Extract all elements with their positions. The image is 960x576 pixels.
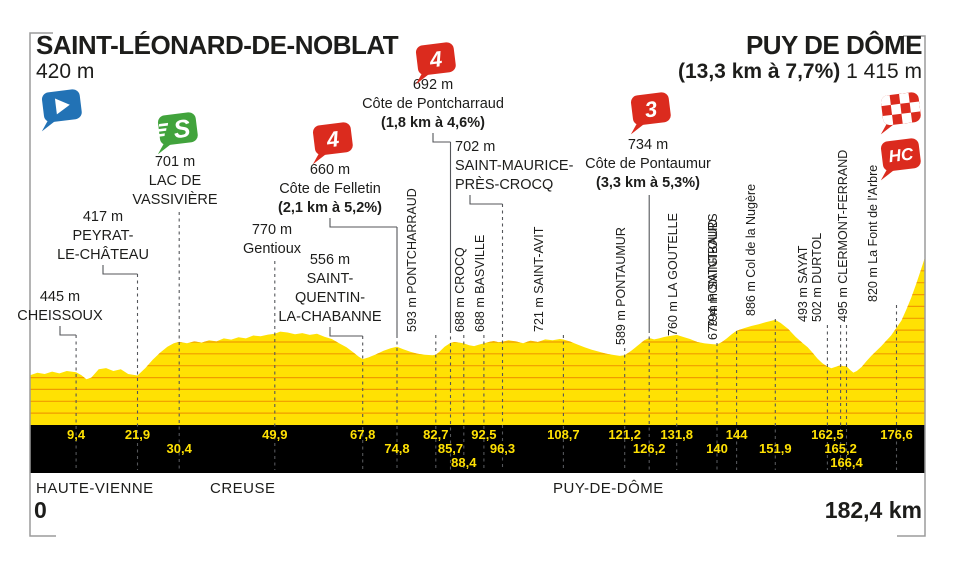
- waypoint-label-line: 770 m: [251, 222, 293, 238]
- km-label: 176,6: [880, 427, 913, 442]
- waypoint-label-line: 692 m: [412, 77, 454, 93]
- start-bracket: [29, 32, 56, 537]
- waypoint-label-line: QUENTIN-: [294, 290, 366, 306]
- waypoint-label-line: 701 m: [154, 154, 196, 170]
- hc-climb-icon: HC: [876, 136, 922, 187]
- waypoint-label: 770 m Gentioux: [243, 221, 301, 259]
- waypoint-label-line: Côte de Pontcharraud: [362, 96, 504, 112]
- km-label: 144: [725, 427, 748, 442]
- waypoint-connector: [102, 265, 138, 275]
- waypoint-label: 417 m PEYRAT- LE-CHÂTEAU: [57, 208, 149, 265]
- waypoint-label: 702 m SAINT-MAURICE- PRÈS-CROCQ: [455, 138, 573, 195]
- waypoint-label-line: 702 m: [455, 139, 496, 155]
- km-label: 82,7: [423, 427, 449, 442]
- waypoint-label: 445 m CHEISSOUX: [17, 288, 102, 326]
- total-distance: 182,4 km: [824, 497, 922, 523]
- waypoint-label-line: (2,1 km à 5,2%): [278, 200, 382, 216]
- km-label: 21,9: [124, 427, 151, 442]
- waypoint-label: 556 m SAINT- QUENTIN- LA-CHABANNE: [278, 251, 381, 327]
- finish-checkered-flag-icon: [876, 90, 922, 141]
- km-label: 140: [706, 441, 728, 456]
- category-3-climb-icon: 3: [626, 90, 672, 141]
- waypoint-label: 734 m Côte de Pontaumur (3,3 km à 5,3%): [585, 136, 711, 193]
- start-km: 0: [34, 497, 47, 523]
- km-label: 108,7: [547, 427, 580, 442]
- waypoint-label-line: 417 m: [82, 209, 124, 225]
- km-label: 92,5: [471, 427, 497, 442]
- km-label: 30,4: [166, 441, 192, 456]
- waypoint-label-line: LA-CHABANNE: [278, 309, 382, 325]
- km-label: 166,4: [830, 455, 863, 470]
- waypoint-label-line: PRÈS-CROCQ: [455, 177, 554, 193]
- department-puy-de-dome: PUY-DE-DÔME: [553, 480, 664, 497]
- start-elevation: 420 m: [36, 60, 95, 83]
- waypoint-label-line: SAINT-: [306, 271, 354, 287]
- km-label: 151,9: [759, 441, 792, 456]
- km-label: 121,2: [608, 427, 641, 442]
- finish-bracket: [897, 35, 926, 537]
- waypoint-label-line: 556 m: [309, 252, 351, 268]
- finish-name: PUY DE DÔME: [745, 30, 923, 60]
- waypoint-connector: [469, 195, 503, 205]
- waypoint-label-line: (3,3 km à 5,3%): [596, 175, 700, 191]
- waypoint-label: 692 m Côte de Pontcharraud (1,8 km à 4,6%): [362, 76, 504, 133]
- sprint-icon: S: [153, 110, 199, 161]
- svg-text:S: S: [172, 114, 192, 144]
- start-flag-icon: [37, 87, 83, 138]
- waypoint-connector: [59, 326, 77, 336]
- waypoint-label-line: VASSIVIÈRE: [132, 192, 218, 208]
- waypoint-label-line: PEYRAT-: [72, 228, 134, 244]
- svg-text:3: 3: [643, 96, 658, 122]
- km-label: 162,5: [811, 427, 844, 442]
- km-label: 49,9: [262, 427, 288, 442]
- waypoint-connector: [432, 133, 451, 143]
- svg-text:4: 4: [427, 46, 443, 72]
- waypoint-label: 660 m Côte de Felletin (2,1 km à 5,2%): [278, 161, 382, 218]
- waypoint-label-line: 734 m: [627, 137, 669, 153]
- svg-text:HC: HC: [888, 144, 915, 166]
- finish-stats: (13,3 km à 7,7%) 1 415 m: [678, 60, 922, 84]
- km-label: 9,4: [67, 427, 86, 442]
- svg-text:4: 4: [324, 126, 340, 152]
- waypoint-label-line: LE-CHÂTEAU: [57, 247, 149, 263]
- department-haute-vienne: HAUTE-VIENNE: [36, 480, 154, 497]
- km-label: 85,7: [437, 441, 464, 456]
- waypoint-label-line: SAINT-MAURICE-: [455, 158, 574, 174]
- waypoint-label-line: 445 m: [39, 289, 81, 305]
- km-label: 88,4: [451, 455, 477, 470]
- waypoint-label: 701 m LAC DE VASSIVIÈRE: [132, 153, 217, 210]
- start-header: SAINT-LÉONARD-DE-NOBLAT 420 m: [36, 30, 399, 84]
- waypoint-label-line: (1,8 km à 4,6%): [381, 115, 485, 131]
- category-4-climb-icon: 4: [308, 120, 354, 171]
- finish-climb-stats: (13,3 km à 7,7%): [678, 60, 841, 83]
- start-name: SAINT-LÉONARD-DE-NOBLAT: [36, 30, 399, 60]
- km-label: 67,8: [350, 427, 376, 442]
- waypoint-label-line: LAC DE: [148, 173, 202, 189]
- finish-header: PUY DE DÔME (13,3 km à 7,7%) 1 415 m: [678, 30, 923, 84]
- finish-elevation: 1 415 m: [846, 60, 922, 83]
- km-label: 165,2: [824, 441, 857, 456]
- waypoint-connector: [329, 327, 363, 337]
- km-label: 126,2: [632, 441, 666, 456]
- waypoint-label-line: 660 m: [309, 162, 351, 178]
- category-4-climb-icon: 4: [411, 40, 457, 91]
- waypoint-label-line: CHEISSOUX: [17, 308, 103, 324]
- waypoint-label-line: Côte de Felletin: [279, 181, 381, 197]
- waypoint-label-line: Côte de Pontaumur: [585, 156, 711, 172]
- km-label: 96,3: [489, 441, 516, 456]
- km-label: 74,8: [384, 441, 410, 456]
- waypoint-label-line: Gentioux: [242, 241, 302, 257]
- elevation-profile: [30, 257, 925, 425]
- waypoint-connector: [329, 218, 397, 228]
- department-creuse: CREUSE: [210, 480, 276, 497]
- km-label: 131,8: [660, 427, 693, 442]
